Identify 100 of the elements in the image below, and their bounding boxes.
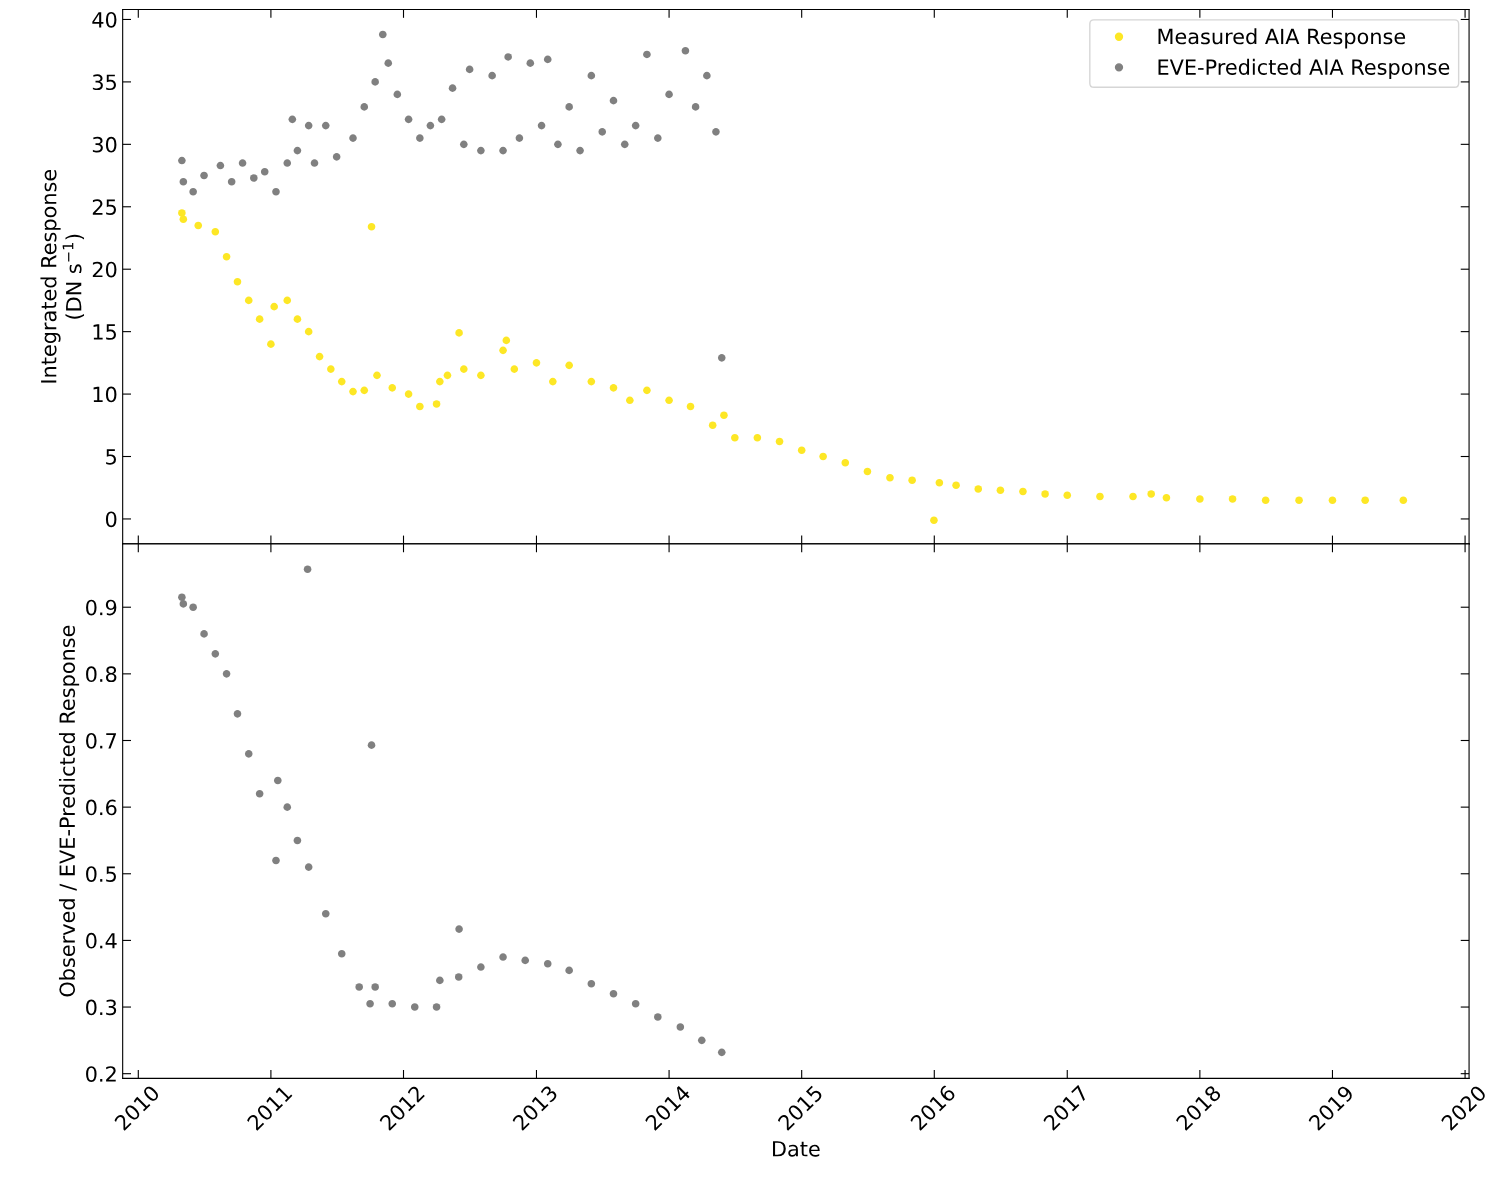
y-tick-label: 35 [92,74,116,91]
point [436,976,444,985]
point [703,71,711,80]
legend-label: Measured AIA Response [1158,28,1406,49]
y-axis-title: Observed / EVE-Predicted Response [58,625,80,997]
point [654,134,662,142]
point [521,956,530,965]
point [321,909,330,918]
y-axis-title: Integrated Response (DN s$^{−1}$) [40,169,85,383]
point [337,949,346,958]
point [609,989,618,998]
point [272,187,280,196]
point [260,168,269,176]
y-tick-label: 0.7 [86,732,117,749]
point [455,925,463,933]
x-axis-title: Date [773,1141,820,1157]
point [460,140,468,149]
point [576,146,584,155]
point [717,1048,726,1057]
point [504,53,512,61]
y-tick-label: 0.2 [86,1066,116,1082]
point [676,1023,685,1031]
y-tick-label: 0.9 [86,599,117,616]
point [691,103,700,111]
point [288,115,297,124]
point [304,121,313,130]
point [437,115,446,124]
point [631,999,640,1008]
point [179,600,188,608]
y-tick-label: 0.8 [86,666,117,683]
y-tick-label: 0 [105,511,117,528]
point [543,959,552,968]
point [448,84,457,92]
point [367,741,376,749]
point [712,128,720,136]
point [179,177,188,186]
point [189,187,197,196]
point [211,650,220,658]
point [416,134,424,142]
point [200,171,208,180]
point [360,103,369,111]
point [321,121,330,130]
y-tick-label: 0.5 [86,866,116,882]
point [332,153,341,161]
point [250,174,258,182]
y-tick-label: 0.6 [86,799,117,816]
point [274,776,282,785]
point [303,565,312,574]
point [598,128,607,136]
point [526,59,535,67]
point [238,159,247,167]
point [283,159,292,167]
point [227,177,236,186]
point [432,1003,441,1011]
point [565,966,573,975]
point [233,710,242,718]
point [537,121,546,130]
point [293,836,302,845]
point [304,863,313,871]
point [178,156,186,165]
point [477,146,485,155]
point [366,999,374,1008]
point [384,59,393,67]
point [488,71,496,80]
point [499,146,507,155]
y-tick-label: 5 [106,449,116,465]
point [371,78,379,86]
y-tick-label: 40 [92,11,117,28]
point [587,71,596,80]
point [355,983,363,991]
point [631,121,640,130]
point [216,161,225,170]
y-tick-label: 20 [92,261,117,278]
point [378,30,387,39]
y-tick-label: 15 [93,324,116,340]
y-tick-label: 10 [93,386,117,403]
point [665,90,673,99]
point [681,46,690,55]
point [697,1036,706,1045]
point [272,856,280,865]
point [393,90,402,99]
point [189,603,197,612]
y-tick-label: 30 [92,136,117,153]
point [371,983,379,991]
point [388,999,397,1008]
point [255,790,264,798]
point [654,1013,662,1021]
point [587,979,596,988]
y-tick-label: 25 [92,199,116,215]
point [200,630,208,638]
point [178,593,186,602]
point [565,103,573,111]
point [554,140,562,149]
point [609,96,618,105]
point [244,750,253,758]
point [222,670,231,678]
point [620,140,629,149]
y-tick-label: 0.3 [86,999,117,1016]
point [515,134,524,142]
y-tick-label: 0.4 [86,932,117,949]
